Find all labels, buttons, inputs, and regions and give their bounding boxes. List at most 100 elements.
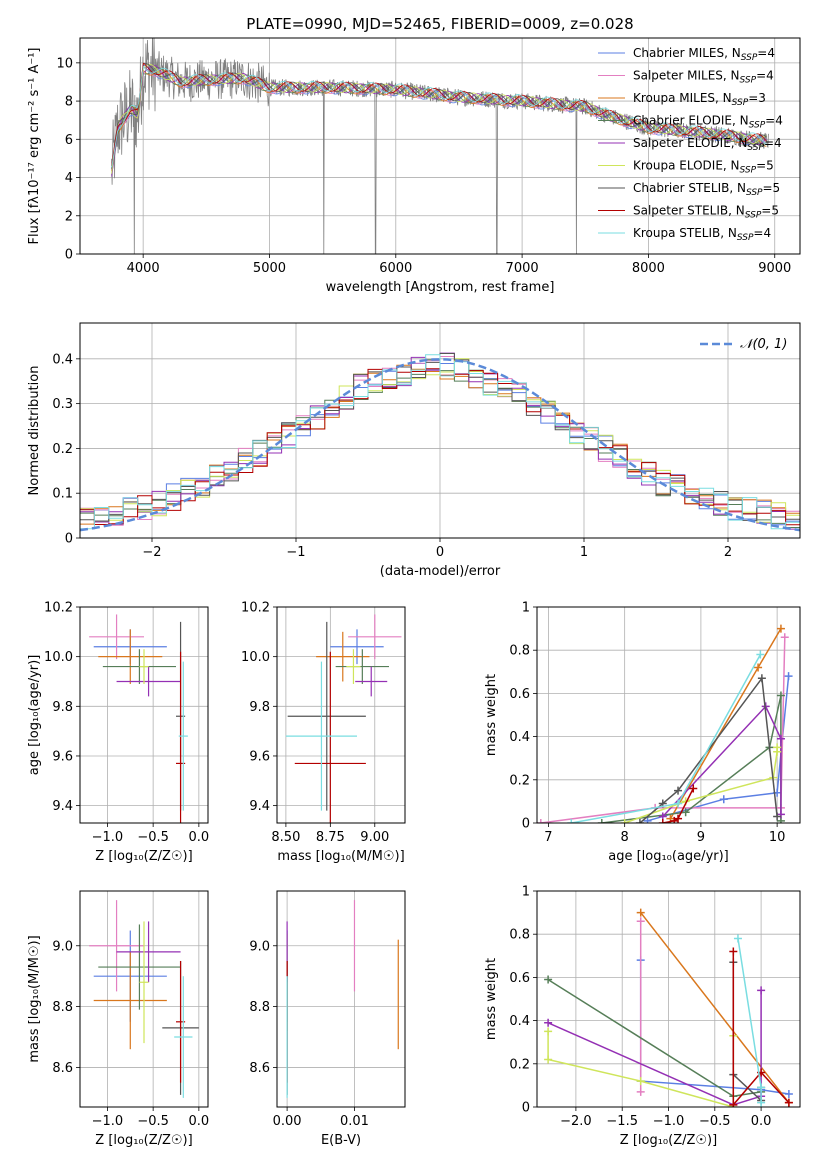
weight-marker-salp_miles	[636, 1087, 645, 1096]
mass_vs_Z-ytick-label: 8.8	[52, 1000, 73, 1015]
mass_vs_ebv-ytick-label: 8.6	[249, 1061, 270, 1076]
age_vs_mass-ytick-label: 9.8	[249, 700, 270, 715]
weight-line-salp_stelib	[732, 951, 790, 1107]
weight-marker-salp_stelib	[784, 1098, 793, 1107]
age_vs_Z-ytick-label: 9.8	[52, 700, 73, 715]
weight-marker-salp_miles	[780, 633, 789, 642]
legend-name: Salpeter ELODIE, N	[633, 136, 747, 150]
weight_vs_Z-panel: −2.0 −1.5 −1.0 −0.5 0.0 0 0.2 0.4 0.6 0.8 1 Z [log₁…	[484, 885, 801, 1148]
age_vs_mass-ytick-label: 10.2	[241, 601, 270, 616]
weight-marker-krou_stelib	[674, 799, 683, 808]
age_vs_mass-panel: 8.50 8.75 9.00 9.4 9.6 9.8 10.0 10.2 mass [log₁₀…	[241, 601, 406, 864]
weight-marker-chab_miles	[719, 795, 728, 804]
spectrum-ytick-label: 4	[65, 171, 73, 186]
age_vs_mass-xlabel: mass [log₁₀(M/M☉)]	[277, 849, 404, 864]
age_vs_Z-panel: −1.0 −0.5 0.0 9.4 9.6 9.8 10.0 10.2 Z [log₁₀(Z/Z…	[27, 601, 210, 865]
legend-label-salp_elodie: Salpeter ELODIE, NSSP=4	[633, 136, 782, 153]
mass_vs_Z-ylabel: mass [log₁₀(M/M☉)]	[27, 935, 42, 1062]
spectrum-model-line	[111, 65, 767, 168]
weight_vs_age-panel: 7 8 9 10 0 0.2 0.4 0.6 0.8 1 age [log₁₀(age/yr)] ma…	[484, 601, 801, 864]
mass_vs_Z-xlabel: Z [log₁₀(Z/Z☉)]	[95, 1133, 192, 1148]
age_vs_mass-xtick-label: 8.50	[271, 830, 300, 845]
spectrum-ytick-label: 0	[65, 248, 73, 263]
age_vs_Z-ylabel: age [log₁₀(age/yr)]	[27, 655, 42, 776]
spectrum-xtick-label: 5000	[253, 261, 286, 276]
spectrum-xlabel: wavelength [Angstrom, rest frame]	[326, 280, 555, 295]
residuals-plot-area	[80, 352, 800, 532]
legend-count: =5	[761, 204, 779, 218]
age_vs_Z-xtick-label: 0.0	[189, 830, 210, 845]
legend-label-salp_miles: Salpeter MILES, NSSP=4	[633, 69, 774, 86]
mass_vs_Z-ytick-label: 9.0	[52, 939, 73, 954]
residuals-ytick-label: 0.4	[52, 352, 73, 367]
legend-name: Chabrier MILES, N	[633, 46, 741, 60]
age_vs_mass-xtick-label: 9.00	[360, 830, 389, 845]
weight_vs_Z-xtick-label: 0.0	[751, 1114, 772, 1129]
weight_vs_Z-plot-area	[544, 908, 793, 1107]
weight_vs_age-plot-area	[537, 624, 793, 823]
weight_vs_Z-ytick-label: 0.6	[509, 971, 530, 986]
weight_vs_Z-ylabel: mass weight	[484, 958, 499, 1040]
age_vs_mass-ytick-label: 9.6	[249, 749, 270, 764]
weight-marker-krou_elodie	[544, 1027, 553, 1036]
weight_vs_age-ytick-label: 0.4	[509, 730, 530, 745]
weight-marker-salp_miles	[537, 819, 545, 823]
legend-label-salp_stelib: Salpeter STELIB, NSSP=5	[633, 204, 779, 221]
mass_vs_ebv-frame	[276, 890, 406, 1108]
residuals-xtick-label: 1	[580, 545, 588, 560]
weight_vs_Z-ytick-label: 1	[522, 885, 530, 900]
mass_vs_ebv-ytick-label: 9.0	[249, 939, 270, 954]
legend-subscript: SSP	[749, 121, 766, 131]
weight-marker-salp_stelib	[729, 947, 738, 956]
legend-count: =4	[765, 114, 783, 128]
age_vs_Z-xtick-label: −1.0	[92, 830, 124, 845]
spectrum-ytick-label: 6	[65, 133, 73, 148]
weight_vs_age-ytick-label: 0.2	[509, 773, 530, 788]
age_vs_Z-ytick-label: 10.0	[44, 650, 73, 665]
legend-label-chab_stelib: Chabrier STELIB, NSSP=5	[633, 181, 780, 198]
spectrum-xtick-label: 9000	[758, 261, 791, 276]
age_vs_mass-xtick-label: 8.75	[316, 830, 345, 845]
age_vs_Z-xtick-label: −0.5	[137, 830, 169, 845]
legend-name: Chabrier STELIB, N	[633, 181, 746, 195]
spectrum-ylabel: Flux [fλ10⁻¹⁷ erg cm⁻² s⁻¹ A⁻¹]	[27, 48, 42, 245]
weight-line-krou_miles	[640, 912, 790, 1104]
weight-marker-krou_miles	[776, 624, 785, 633]
residuals-xtick-label: 2	[724, 545, 732, 560]
weight_vs_age-ytick-label: 0.8	[509, 644, 530, 659]
age_vs_mass-frame	[276, 606, 406, 824]
residuals-ylabel: Normed distribution	[27, 366, 42, 496]
mass_vs_ebv-ytick-label: 8.8	[249, 1000, 270, 1015]
weight-marker-krou_stelib	[567, 819, 576, 823]
weight-marker-salp_stelib	[674, 814, 683, 823]
mass_vs_Z-xtick-label: −0.5	[137, 1114, 169, 1129]
weight-marker-krou_stelib	[733, 934, 742, 943]
spectrum-model-line	[111, 65, 767, 169]
weight-marker-salp_elodie	[776, 734, 785, 743]
residuals-xtick-label: −2	[142, 545, 161, 560]
weight-marker-krou_elodie	[636, 1077, 645, 1086]
legend-name: Kroupa STELIB, N	[633, 226, 737, 240]
spectrum-model-line	[111, 65, 767, 170]
weight-marker-krou_stelib	[757, 1083, 766, 1092]
residuals-xtick-label: −1	[286, 545, 305, 560]
weight_vs_age-xtick-label: 9	[697, 830, 705, 845]
normal-legend-label: 𝒩(0, 1)	[740, 337, 787, 352]
weight-marker-chab_stelib	[635, 819, 644, 823]
mass_vs_ebv-xtick-label: 0.00	[273, 1114, 302, 1129]
legend-label-krou_miles: Kroupa MILES, NSSP=3	[633, 91, 766, 108]
weight_vs_Z-xlabel: Z [log₁₀(Z/Z☉)]	[620, 1133, 717, 1148]
weight-marker-chab_elodie	[544, 975, 553, 984]
weight_vs_Z-ytick-label: 0.4	[509, 1014, 530, 1029]
legend-count: =5	[763, 181, 781, 195]
weight_vs_Z-xtick-label: −0.5	[699, 1114, 731, 1129]
legend-label-krou_stelib: Kroupa STELIB, NSSP=4	[633, 226, 771, 243]
weight_vs_age-frame	[536, 606, 801, 824]
legend-subscript: SSP	[746, 188, 763, 198]
legend-count: =4	[756, 69, 774, 83]
age_vs_mass-ytick-label: 10.0	[241, 650, 270, 665]
weight_vs_Z-frame	[536, 890, 801, 1108]
weight_vs_Z-xtick-label: −1.5	[606, 1114, 638, 1129]
legend-name: Salpeter STELIB, N	[633, 204, 745, 218]
